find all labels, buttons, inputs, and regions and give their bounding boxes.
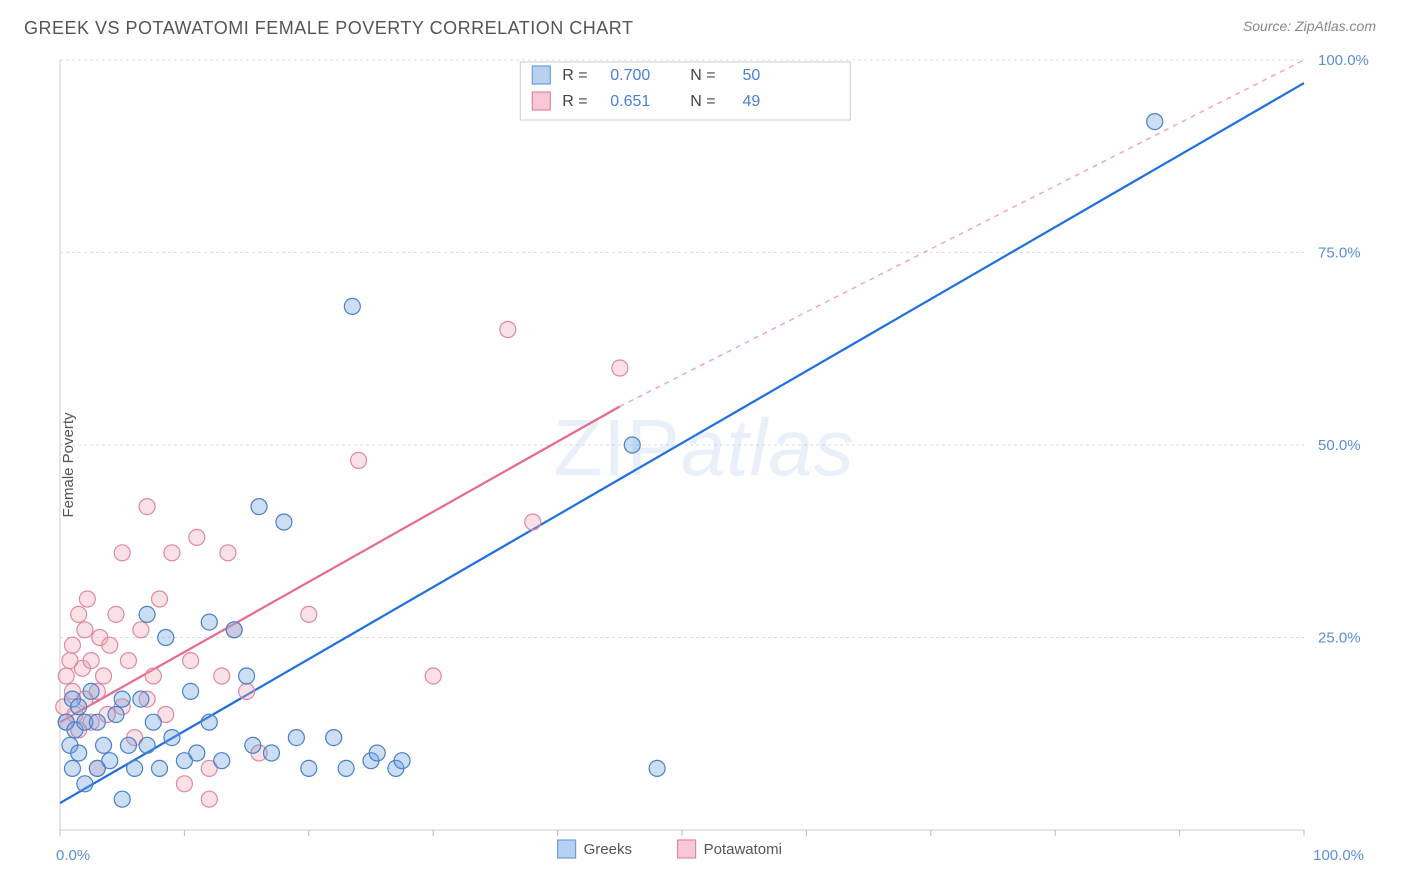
- svg-text:50: 50: [742, 67, 760, 84]
- chart-title: GREEK VS POTAWATOMI FEMALE POVERTY CORRE…: [24, 18, 633, 39]
- svg-text:0.651: 0.651: [610, 93, 650, 110]
- svg-text:0.0%: 0.0%: [56, 847, 90, 864]
- svg-text:25.0%: 25.0%: [1318, 630, 1361, 647]
- svg-text:R =: R =: [562, 93, 587, 110]
- svg-text:50.0%: 50.0%: [1318, 437, 1361, 454]
- source-attribution: Source: ZipAtlas.com: [1243, 18, 1376, 34]
- chart-header: GREEK VS POTAWATOMI FEMALE POVERTY CORRE…: [0, 0, 1406, 39]
- svg-text:75.0%: 75.0%: [1318, 245, 1361, 262]
- svg-text:R =: R =: [562, 67, 587, 84]
- svg-text:100.0%: 100.0%: [1318, 52, 1369, 69]
- svg-text:N =: N =: [690, 93, 715, 110]
- svg-text:N =: N =: [690, 67, 715, 84]
- svg-text:49: 49: [742, 93, 760, 110]
- svg-text:Potawatomi: Potawatomi: [704, 841, 782, 858]
- y-axis-label: Female Poverty: [60, 412, 77, 517]
- svg-text:0.700: 0.700: [610, 67, 650, 84]
- svg-text:Greeks: Greeks: [584, 841, 632, 858]
- scatter-chart: 25.0% 50.0% 75.0% 100.0% 0.0% 100.0% R = 0.700 N…: [24, 50, 1384, 880]
- svg-text:100.0%: 100.0%: [1313, 847, 1364, 864]
- chart-container: Female Poverty 25.0% 50.0% 75.0% 100.0% 0.0%…: [24, 50, 1384, 880]
